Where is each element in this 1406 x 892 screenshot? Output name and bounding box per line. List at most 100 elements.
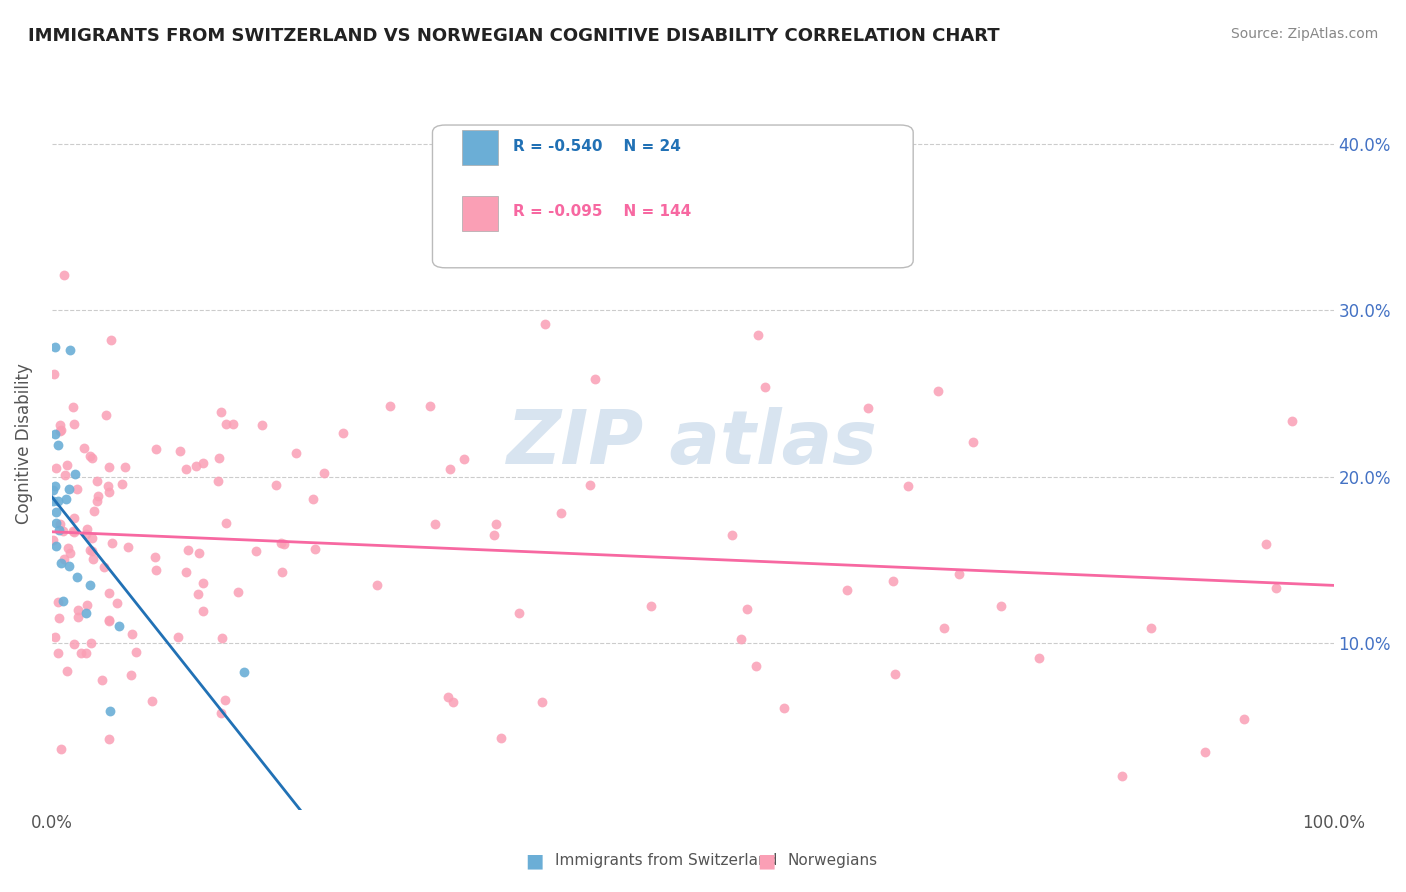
Point (79, 578, 101, 592)
Point (332, 426, 354, 441)
Point (491, 731, 513, 745)
Point (79, 543, 101, 558)
Point (640, 599, 662, 613)
Point (86, 474, 108, 488)
Point (125, 645, 148, 659)
Point (883, 667, 905, 681)
Point (1028, 650, 1050, 665)
Point (45, 539, 67, 553)
Text: IMMIGRANTS FROM SWITZERLAND VS NORWEGIAN COGNITIVE DISABILITY CORRELATION CHART: IMMIGRANTS FROM SWITZERLAND VS NORWEGIAN… (28, 27, 1000, 45)
Point (51, 424, 73, 438)
Text: ZIP atlas: ZIP atlas (508, 407, 879, 480)
Point (1254, 537, 1277, 551)
Point (93, 560, 115, 574)
Point (48, 494, 70, 508)
Point (882, 574, 904, 588)
Point (94, 408, 117, 422)
Point (67, 603, 90, 617)
Text: Norwegians: Norwegians (787, 854, 877, 868)
Point (1281, 414, 1303, 428)
Point (58, 559, 80, 574)
Point (948, 567, 970, 582)
Point (166, 630, 188, 644)
Point (97, 732, 120, 747)
Point (208, 451, 231, 466)
Point (145, 442, 167, 457)
Point (209, 405, 232, 419)
Point (83, 504, 105, 518)
Point (533, 318, 555, 332)
Point (48, 610, 70, 624)
Point (114, 460, 136, 475)
Point (485, 516, 508, 531)
Point (65, 482, 87, 496)
Point (284, 445, 307, 459)
Point (98, 705, 121, 719)
Point (49, 556, 72, 570)
Point (186, 459, 208, 474)
Point (366, 577, 388, 591)
Point (302, 491, 325, 506)
Point (48, 424, 70, 438)
Point (419, 399, 441, 413)
Point (101, 536, 124, 550)
Point (63, 637, 86, 651)
Point (425, 517, 447, 532)
Point (209, 706, 232, 720)
Point (53, 468, 76, 483)
Point (63, 524, 86, 539)
Point (990, 599, 1012, 613)
Point (44, 368, 66, 382)
Point (215, 516, 238, 530)
Point (207, 474, 229, 488)
Point (169, 444, 191, 458)
Point (48, 438, 70, 452)
Text: R = -0.095    N = 144: R = -0.095 N = 144 (513, 204, 692, 219)
Point (484, 527, 506, 541)
Point (145, 563, 167, 577)
Point (191, 604, 214, 618)
Point (44, 631, 66, 645)
Point (1140, 621, 1163, 635)
Point (73, 441, 96, 455)
Point (583, 372, 606, 386)
Point (97, 459, 120, 474)
Point (87, 490, 110, 504)
Point (530, 694, 553, 708)
Point (62, 417, 84, 432)
Point (91, 673, 114, 688)
Point (174, 566, 197, 580)
Point (45, 505, 67, 519)
Point (86, 494, 108, 508)
Point (193, 456, 215, 470)
Point (79, 449, 101, 463)
Point (48, 523, 70, 537)
Point (75, 527, 97, 541)
Point (42, 494, 65, 508)
Point (45, 461, 67, 475)
Point (550, 506, 572, 520)
Point (49, 516, 72, 531)
Point (52, 552, 75, 566)
Point (264, 478, 287, 492)
Point (508, 607, 530, 621)
Point (42, 483, 65, 498)
Point (735, 601, 758, 615)
Point (58, 541, 80, 555)
Point (721, 528, 744, 542)
Point (380, 400, 402, 414)
Point (773, 701, 796, 715)
Point (117, 541, 139, 555)
Point (214, 692, 236, 706)
Point (441, 695, 464, 709)
Point (46, 595, 69, 609)
Point (63, 511, 86, 525)
Text: Source: ZipAtlas.com: Source: ZipAtlas.com (1230, 27, 1378, 41)
Point (59, 343, 82, 357)
Point (42, 533, 65, 547)
Point (76, 599, 98, 613)
Point (273, 537, 295, 551)
Point (897, 479, 920, 493)
Point (143, 549, 166, 564)
Point (110, 477, 132, 491)
